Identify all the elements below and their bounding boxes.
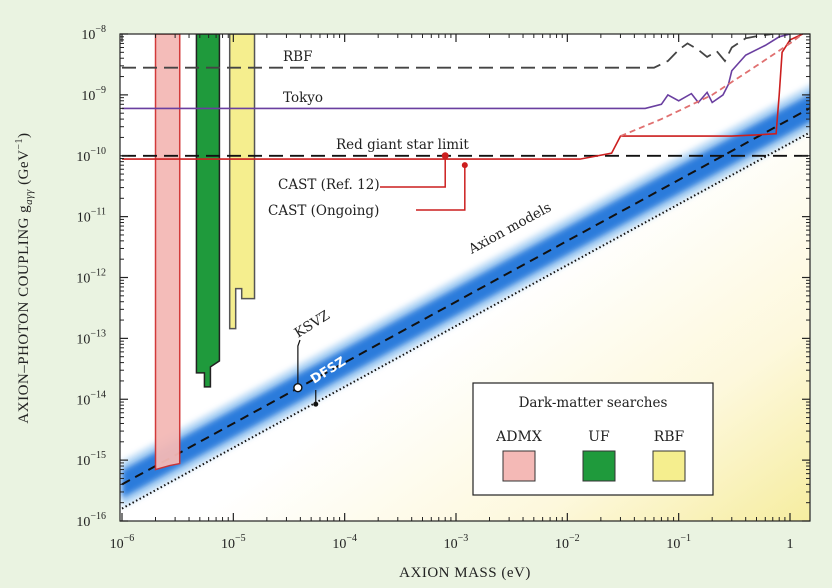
- legend-label-uf: UF: [588, 429, 610, 445]
- legend-swatch-rbf: [652, 450, 686, 482]
- y-tick-label-base: 10: [81, 28, 95, 43]
- legend-swatch-uf: [582, 450, 616, 482]
- x-tick-label: 10−6: [110, 533, 135, 552]
- y-tick-label-base: 10: [76, 454, 90, 469]
- y-axis-title-main: AXION–PHOTON COUPLING g: [16, 205, 32, 424]
- x-tick-label-exponent: −1: [680, 533, 691, 544]
- legend-label-admx: ADMX: [495, 429, 542, 445]
- series-line-tokyo: [122, 34, 791, 110]
- y-tick-label: 10−9: [81, 85, 106, 104]
- series-line-rbf: [122, 34, 773, 69]
- ksvz-leader: [297, 339, 301, 384]
- y-tick-label-base: 10: [76, 150, 90, 165]
- x-tick-label-exponent: −5: [235, 533, 246, 544]
- annotation-tokyo: Tokyo: [283, 90, 323, 106]
- x-tick-label-exponent: −3: [458, 533, 469, 544]
- y-tick-label: 10−12: [76, 268, 106, 287]
- y-tick-label-exponent: −9: [95, 85, 106, 96]
- ksvz-line: [121, 107, 810, 486]
- cast-ongoing-leader: [416, 165, 466, 211]
- annotation-rbf: RBF: [283, 49, 312, 65]
- y-tick-label-exponent: −16: [90, 511, 106, 522]
- y-axis-title-subscript: aγγ: [23, 189, 35, 205]
- x-tick-label-base: 10: [555, 537, 569, 552]
- x-tick-label: 10−1: [666, 533, 691, 552]
- cast-ref-marker: [441, 152, 449, 160]
- x-tick-label-exponent: −6: [124, 533, 135, 544]
- y-axis-title-units-exponent: −1: [14, 138, 25, 150]
- x-axis-title: AXION MASS (eV): [399, 565, 531, 581]
- y-tick-label-base: 10: [76, 332, 90, 347]
- annotation-cast-ongoing: CAST (Ongoing): [268, 203, 379, 219]
- cast-ongoing-marker: [461, 162, 468, 169]
- x-tick-label-base: 1: [787, 537, 794, 552]
- series-line-cast-ref-12: [122, 34, 804, 160]
- x-tick-label-base: 10: [332, 537, 346, 552]
- y-tick-label: 10−10: [76, 146, 106, 165]
- ksvz-marker: [293, 382, 303, 393]
- y-tick-label: 10−13: [76, 328, 106, 347]
- y-tick-label: 10−8: [81, 24, 106, 43]
- x-tick-label: 1: [787, 537, 794, 552]
- x-tick-label: 10−5: [221, 533, 246, 552]
- y-tick-label-exponent: −8: [95, 24, 106, 35]
- y-tick-label: 10−14: [76, 389, 106, 408]
- annotation-cast-ref-12: CAST (Ref. 12): [278, 177, 380, 193]
- y-tick-label-base: 10: [77, 211, 91, 226]
- y-tick-label-exponent: −14: [90, 389, 106, 400]
- exclusion-region-uf: [195, 34, 221, 388]
- exclusion-region-admx: [154, 34, 181, 471]
- y-tick-label-exponent: −10: [90, 146, 106, 157]
- x-tick-label: 10−3: [444, 533, 469, 552]
- x-tick-label-base: 10: [221, 537, 235, 552]
- y-tick-label: 10−16: [76, 511, 106, 530]
- annotation-red-giant-star-limit: Red giant star limit: [336, 137, 469, 153]
- y-tick-label-base: 10: [81, 89, 95, 104]
- y-tick-label: 10−11: [77, 207, 106, 226]
- y-tick-label-base: 10: [76, 393, 90, 408]
- y-tick-label-exponent: −11: [91, 207, 106, 218]
- y-tick-label-base: 10: [76, 515, 90, 530]
- y-tick-label: 10−15: [76, 450, 106, 469]
- x-tick-label: 10−2: [555, 533, 580, 552]
- y-tick-label-exponent: −13: [90, 328, 106, 339]
- y-axis-title: AXION–PHOTON COUPLING gaγγ (GeV−1): [14, 132, 35, 423]
- y-axis-title-units-close: ): [16, 132, 32, 138]
- y-axis-title-units: (GeV: [16, 150, 32, 190]
- x-tick-label-base: 10: [110, 537, 124, 552]
- x-tick-label-exponent: −4: [346, 533, 357, 544]
- x-tick-label: 10−4: [332, 533, 357, 552]
- legend-title: Dark-matter searches: [519, 395, 668, 411]
- x-tick-label-base: 10: [666, 537, 680, 552]
- y-tick-label-base: 10: [76, 272, 90, 287]
- y-tick-label-exponent: −12: [90, 268, 106, 279]
- x-tick-label-exponent: −2: [569, 533, 580, 544]
- legend-label-rbf: RBF: [654, 429, 685, 445]
- cast-ref-leader: [380, 155, 446, 188]
- exclusion-region-rbf: [228, 34, 256, 330]
- legend-swatch-admx: [502, 450, 536, 482]
- y-tick-label-exponent: −15: [90, 450, 106, 461]
- x-tick-label-base: 10: [444, 537, 458, 552]
- dfsz-line: [121, 131, 810, 510]
